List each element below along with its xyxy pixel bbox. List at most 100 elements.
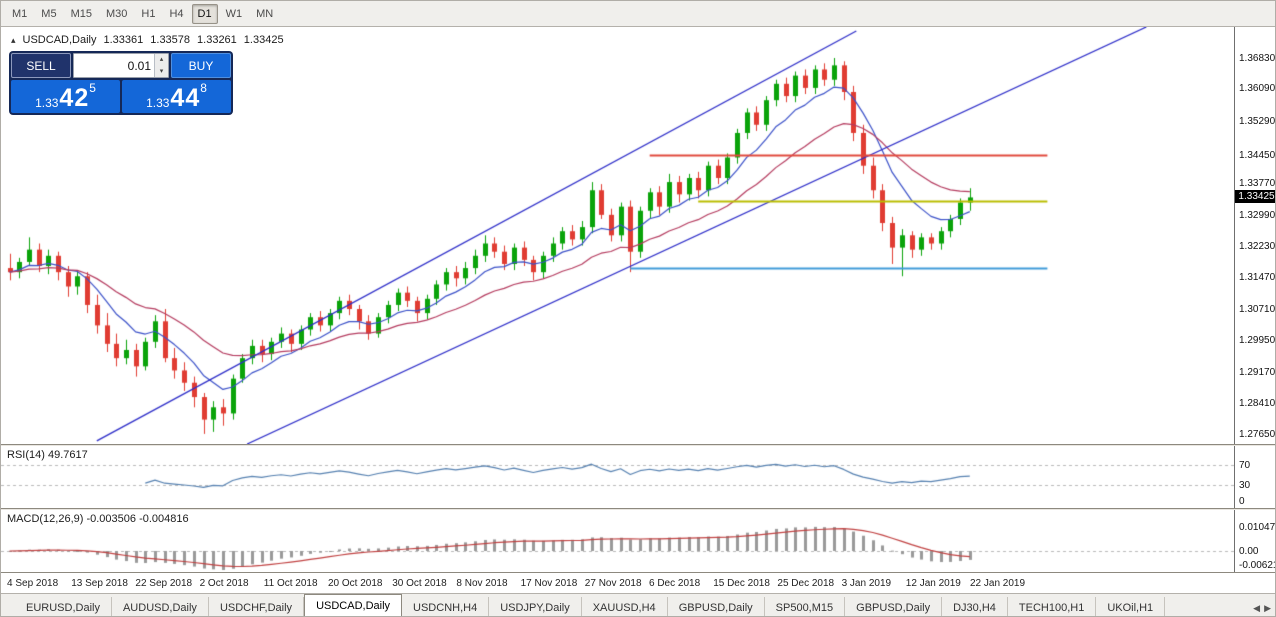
chart-tab-usdcad-daily[interactable]: USDCAD,Daily (304, 594, 403, 616)
date-axis-label: 11 Oct 2018 (263, 578, 318, 589)
date-axis-label: 27 Nov 2018 (584, 578, 642, 589)
chart-symbol-label: USDCAD,Daily (22, 34, 97, 46)
ohlc-open: 1.33361 (103, 34, 144, 46)
chart-tab-gbpusd-daily[interactable]: GBPUSD,Daily (845, 597, 943, 616)
macd-panel: MACD(12,26,9) -0.003506 -0.004816 (1, 510, 1234, 572)
chart-tab-ukoil-h1[interactable]: UKOil,H1 (1096, 597, 1166, 616)
price-axis-tick: 1.29170 (1239, 366, 1276, 378)
price-axis-tick: 1.36090 (1239, 83, 1276, 95)
tab-scroll-controls: ◀ ▶ (1253, 603, 1275, 616)
date-axis-label: 12 Jan 2019 (905, 578, 961, 589)
buy-button[interactable]: BUY (171, 53, 231, 78)
date-axis-label: 3 Jan 2019 (841, 578, 892, 589)
date-axis-label: 20 Oct 2018 (328, 578, 383, 589)
tab-scroll-right-icon[interactable]: ▶ (1264, 603, 1271, 613)
sell-price[interactable]: 1.33 42 5 (11, 80, 120, 113)
price-axis-tick: 1.32230 (1239, 241, 1276, 253)
rsi-label: RSI(14) 49.7617 (7, 449, 88, 461)
rsi-axis-tick: 0 (1239, 496, 1245, 507)
ohlc-high: 1.33578 (150, 34, 191, 46)
price-axis-tick: 1.35290 (1239, 116, 1276, 128)
timeframe-button-w1[interactable]: W1 (225, 7, 243, 20)
price-axis-tick: 1.36830 (1239, 53, 1276, 64)
sell-price-prefix: 1.33 (35, 96, 59, 110)
buy-price-prefix: 1.33 (146, 96, 170, 110)
chart-symbol-icon: ▴ (11, 34, 16, 45)
price-axis-tick: 1.32990 (1239, 210, 1276, 222)
rsi-axis-tick: 30 (1239, 480, 1251, 492)
tab-scroll-left-icon[interactable]: ◀ (1253, 603, 1261, 613)
date-axis-label: 17 Nov 2018 (520, 578, 578, 589)
date-axis-label: 2 Oct 2018 (199, 578, 249, 589)
sell-button[interactable]: SELL (11, 53, 71, 78)
timeframe-button-m30[interactable]: M30 (105, 7, 128, 20)
rsi-panel: RSI(14) 49.7617 (1, 446, 1234, 508)
chart-tab-sp500-m15[interactable]: SP500,M15 (765, 597, 846, 616)
timeframe-button-h4[interactable]: H4 (169, 7, 184, 20)
price-axis-tick: 1.33770 (1239, 178, 1276, 190)
date-axis-label: 13 Sep 2018 (71, 578, 128, 589)
date-axis-label: 6 Dec 2018 (649, 578, 701, 589)
chart-tab-dj30-h4[interactable]: DJ30,H4 (942, 597, 1008, 616)
price-axis: 1.36830 1.36090 1.35290 1.34450 1.33770 1.329… (1234, 27, 1276, 444)
timeframe-button-h1[interactable]: H1 (141, 7, 156, 20)
buy-price[interactable]: 1.33 44 8 (122, 80, 231, 113)
macd-axis-tick: -0.006218 (1239, 560, 1275, 572)
price-axis-tick: 1.27650 (1239, 428, 1276, 440)
price-axis-tick: 1.28410 (1239, 397, 1276, 409)
lot-increase-icon[interactable]: ▴ (159, 56, 164, 64)
price-axis-tick: 1.34450 (1239, 150, 1276, 162)
rsi-indicator-canvas[interactable] (1, 446, 1234, 508)
sell-price-big: 42 (59, 84, 90, 112)
timeframe-button-m1[interactable]: M1 (12, 7, 28, 20)
chart-tab-audusd-daily[interactable]: AUDUSD,Daily (112, 597, 209, 616)
date-axis-label: 25 Dec 2018 (777, 578, 835, 589)
macd-indicator-canvas[interactable] (1, 510, 1234, 572)
chart-tab-xauusd-h4[interactable]: XAUUSD,H4 (582, 597, 668, 616)
date-axis-label: 30 Oct 2018 (392, 578, 447, 589)
sell-price-sup: 5 (89, 81, 96, 95)
timeframe-button-m15[interactable]: M15 (70, 7, 92, 20)
chart-tab-usdjpy-daily[interactable]: USDJPY,Daily (489, 597, 582, 616)
lot-size-value[interactable]: 0.01 (127, 58, 151, 73)
current-price-badge: 1.33425 (1235, 190, 1275, 204)
macd-axis-tick: 0.010474 (1239, 521, 1276, 533)
chart-tab-eurusd-daily[interactable]: EURUSD,Daily (15, 597, 112, 616)
chart-ohlc-header: ▴ USDCAD,Daily 1.33361 1.33578 1.33261 1… (11, 34, 284, 46)
date-axis-label: 15 Dec 2018 (713, 578, 770, 589)
lot-size-field[interactable]: 0.01 ▴ ▾ (73, 53, 169, 78)
lot-decrease-icon[interactable]: ▾ (159, 67, 164, 75)
timeframe-button-d1[interactable]: D1 (191, 3, 218, 24)
buy-price-sup: 8 (200, 81, 207, 95)
macd-axis: 0.010474 0.00 -0.006218 (1234, 510, 1276, 572)
panel-splitter-macd[interactable] (1, 508, 1275, 510)
panel-splitter-rsi[interactable] (1, 444, 1275, 446)
macd-axis-tick: 0.00 (1239, 546, 1259, 557)
chart-tab-usdcnh-h4[interactable]: USDCNH,H4 (402, 597, 490, 616)
date-axis-label: 22 Sep 2018 (135, 578, 193, 589)
date-axis-label: 22 Jan 2019 (970, 578, 1026, 589)
date-axis-label: 8 Nov 2018 (456, 578, 508, 589)
rsi-axis-tick: 70 (1239, 459, 1251, 471)
rsi-axis: 70 30 0 (1234, 446, 1275, 508)
price-axis-tick: 1.29950 (1239, 334, 1276, 346)
price-axis-tick: 1.30710 (1239, 303, 1276, 315)
chart-tab-bar: EURUSD,Daily AUDUSD,Daily USDCHF,Daily USDC… (1, 593, 1275, 616)
timeframe-button-m5[interactable]: M5 (41, 7, 57, 20)
price-axis-tick: 1.31470 (1239, 272, 1276, 284)
timeframe-toolbar: M1 M5 M15 M30 H1 H4 D1 W1 MN (1, 1, 1275, 27)
ohlc-close: 1.33425 (243, 34, 284, 46)
lot-stepper[interactable]: ▴ ▾ (154, 54, 168, 77)
chart-tab-usdchf-daily[interactable]: USDCHF,Daily (209, 597, 305, 616)
main-chart-panel: ▴ USDCAD,Daily 1.33361 1.33578 1.33261 1… (1, 27, 1234, 444)
timeframe-button-mn[interactable]: MN (256, 7, 274, 20)
buy-price-big: 44 (170, 84, 201, 112)
chart-tab-gbpusd-daily[interactable]: GBPUSD,Daily (668, 597, 765, 616)
chart-tab-tech100-h1[interactable]: TECH100,H1 (1008, 597, 1097, 616)
date-axis[interactable]: 4 Sep 2018 13 Sep 2018 22 Sep 2018 2 Oct 20… (1, 572, 1275, 593)
ohlc-low: 1.33261 (197, 34, 237, 46)
one-click-trading-panel: SELL 0.01 ▴ ▾ BUY 1.33 42 5 1.33 44 8 (9, 51, 233, 115)
date-axis-label: 4 Sep 2018 (7, 578, 59, 589)
macd-label: MACD(12,26,9) -0.003506 -0.004816 (7, 513, 189, 525)
